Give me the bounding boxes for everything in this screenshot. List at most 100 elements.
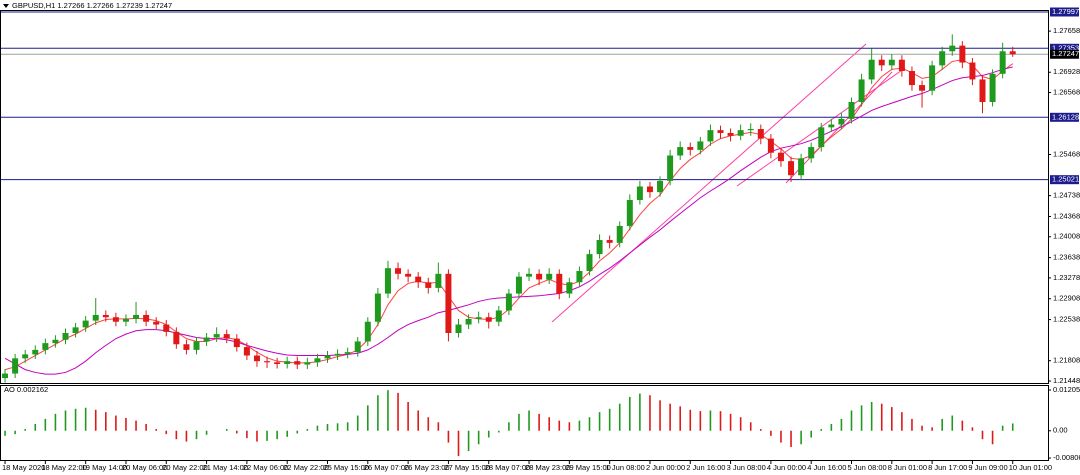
candle-body [294, 361, 301, 365]
x-tick-label: 20 May 06:00 [122, 463, 167, 472]
x-tick-label: 2 Jun 16:00 [686, 463, 725, 472]
candle-body [415, 276, 422, 283]
candle-body [153, 321, 160, 325]
y-tick-label: 1.27658 [1053, 26, 1080, 35]
candle-body [828, 124, 835, 128]
x-tick-label: 25 May 15:00 [324, 463, 369, 472]
main-panel-frame [0, 10, 1049, 384]
candle-body [183, 344, 190, 350]
candle-body [304, 362, 311, 365]
x-tick-label: 29 May 15:00 [565, 463, 610, 472]
candle-body [586, 254, 593, 272]
price-level-label: 1.26128 [1052, 112, 1079, 121]
candle-body [475, 317, 482, 319]
candle-body [606, 240, 613, 243]
candle-body [314, 358, 321, 363]
candle-body [1009, 51, 1016, 55]
y-tick-label: 1.22538 [1053, 315, 1080, 324]
x-tick-label: 2 Jun 00:00 [646, 463, 685, 472]
candle-body [62, 332, 69, 340]
ao-panel-frame [0, 385, 1049, 461]
x-tick-label: 10 Jun 01:00 [1009, 463, 1052, 472]
x-tick-label: 4 Jun 00:00 [767, 463, 806, 472]
x-tick-label: 19 May 14:00 [82, 463, 127, 472]
candle-body [646, 186, 653, 193]
candle-body [284, 361, 291, 364]
candle-body [727, 132, 734, 136]
y-tick-label: 1.24368 [1053, 211, 1080, 220]
x-tick-label: 18 May 2020 [2, 463, 45, 472]
candle-body [939, 51, 946, 66]
x-tick-label: 26 May 23:00 [404, 463, 449, 472]
trend-channel-line [551, 43, 867, 323]
y-tick-label: 1.26568 [1053, 88, 1080, 97]
price-level-box [1050, 7, 1079, 17]
price-level-label: 1.27247 [1052, 49, 1079, 58]
candle-body [929, 65, 936, 91]
candle-body [757, 129, 764, 139]
candle-body [657, 180, 664, 193]
candle-body [747, 129, 754, 131]
candle-body [959, 45, 966, 63]
candle-body [163, 324, 170, 332]
ao-tick-label: -0.008063 [1053, 453, 1080, 462]
ao-tick-label: 0.00 [1053, 426, 1068, 435]
candle-body [717, 130, 724, 133]
candle-body [405, 273, 412, 277]
candle-body [818, 127, 825, 148]
candle-body [515, 276, 522, 294]
candle-body [82, 320, 89, 328]
symbol-menu-arrow[interactable] [3, 4, 9, 8]
candle-body [556, 273, 563, 294]
candle-body [274, 362, 281, 364]
y-tick-label: 1.23278 [1053, 273, 1080, 282]
candle-body [566, 282, 573, 294]
price-level-label: 1.27997 [1052, 7, 1079, 16]
candle-body [213, 334, 220, 338]
price-level-box [1050, 43, 1079, 53]
candle-body [616, 225, 623, 243]
y-tick-label: 1.26928 [1053, 67, 1080, 76]
candle-body [808, 147, 815, 159]
candle-body [485, 317, 492, 322]
candle-body [364, 321, 371, 342]
candle-body [384, 268, 391, 294]
candle-body [505, 293, 512, 311]
candle-body [92, 314, 99, 321]
x-tick-label: 18 May 22:00 [41, 463, 86, 472]
price-level-box [1050, 112, 1079, 122]
x-tick-label: 22 May 06:00 [243, 463, 288, 472]
x-tick-label: 26 May 07:00 [364, 463, 409, 472]
x-tick-label: 27 May 15:00 [444, 463, 489, 472]
candle-body [919, 85, 926, 91]
candle-body [12, 358, 19, 374]
candle-body [848, 101, 855, 119]
candle-body [435, 273, 442, 288]
candle-body [133, 314, 140, 319]
candle-body [112, 317, 119, 322]
candle-body [576, 271, 583, 283]
candle-body [979, 79, 986, 102]
candle-body [72, 327, 79, 333]
x-tick-label: 9 Jun 09:00 [968, 463, 1007, 472]
x-tick-label: 3 Jun 08:00 [727, 463, 766, 472]
y-tick-label: 1.24738 [1053, 191, 1080, 200]
candle-body [22, 354, 29, 359]
candle-body [465, 318, 472, 325]
candle-body [838, 118, 845, 125]
ao-tick-label: 0.012052 [1053, 385, 1080, 394]
x-tick-label: 21 May 14:00 [203, 463, 248, 472]
candle-body [908, 70, 915, 86]
candle-body [344, 352, 351, 354]
candle-body [264, 361, 271, 363]
candle-body [949, 45, 956, 52]
chart-title: GBPUSD,H1 1.27266 1.27266 1.27239 1.2724… [12, 1, 172, 10]
candle-body [173, 331, 180, 345]
candle-body [334, 353, 341, 356]
candle-body [626, 200, 633, 226]
candle-body [253, 355, 260, 362]
candle-body [969, 62, 976, 80]
candle-body [42, 343, 49, 350]
